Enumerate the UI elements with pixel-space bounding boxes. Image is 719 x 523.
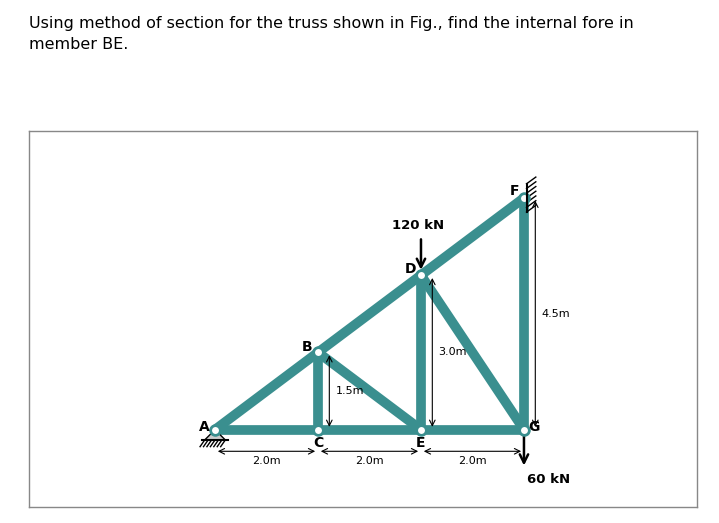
Text: 2.0m: 2.0m	[458, 457, 487, 467]
Text: 3.0m: 3.0m	[439, 347, 467, 357]
Text: 4.5m: 4.5m	[541, 309, 570, 319]
Text: 1.5m: 1.5m	[336, 386, 364, 396]
Polygon shape	[205, 430, 225, 440]
Text: 2.0m: 2.0m	[355, 457, 384, 467]
Text: C: C	[313, 436, 323, 450]
Text: E: E	[416, 436, 426, 450]
Text: D: D	[405, 262, 416, 276]
Text: G: G	[528, 420, 540, 434]
Text: 120 kN: 120 kN	[393, 220, 444, 232]
Text: 2.0m: 2.0m	[252, 457, 281, 467]
Text: F: F	[510, 184, 519, 198]
Text: Using method of section for the truss shown in Fig., find the internal fore in
m: Using method of section for the truss sh…	[29, 16, 633, 52]
Text: B: B	[301, 340, 312, 354]
Text: A: A	[199, 420, 210, 434]
Text: 60 kN: 60 kN	[526, 473, 569, 486]
